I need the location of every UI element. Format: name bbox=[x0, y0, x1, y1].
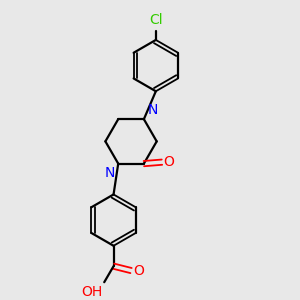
Text: N: N bbox=[104, 166, 115, 180]
Text: N: N bbox=[147, 103, 158, 117]
Text: Cl: Cl bbox=[149, 13, 163, 27]
Text: O: O bbox=[133, 264, 144, 278]
Text: O: O bbox=[164, 155, 174, 169]
Text: OH: OH bbox=[82, 284, 103, 298]
